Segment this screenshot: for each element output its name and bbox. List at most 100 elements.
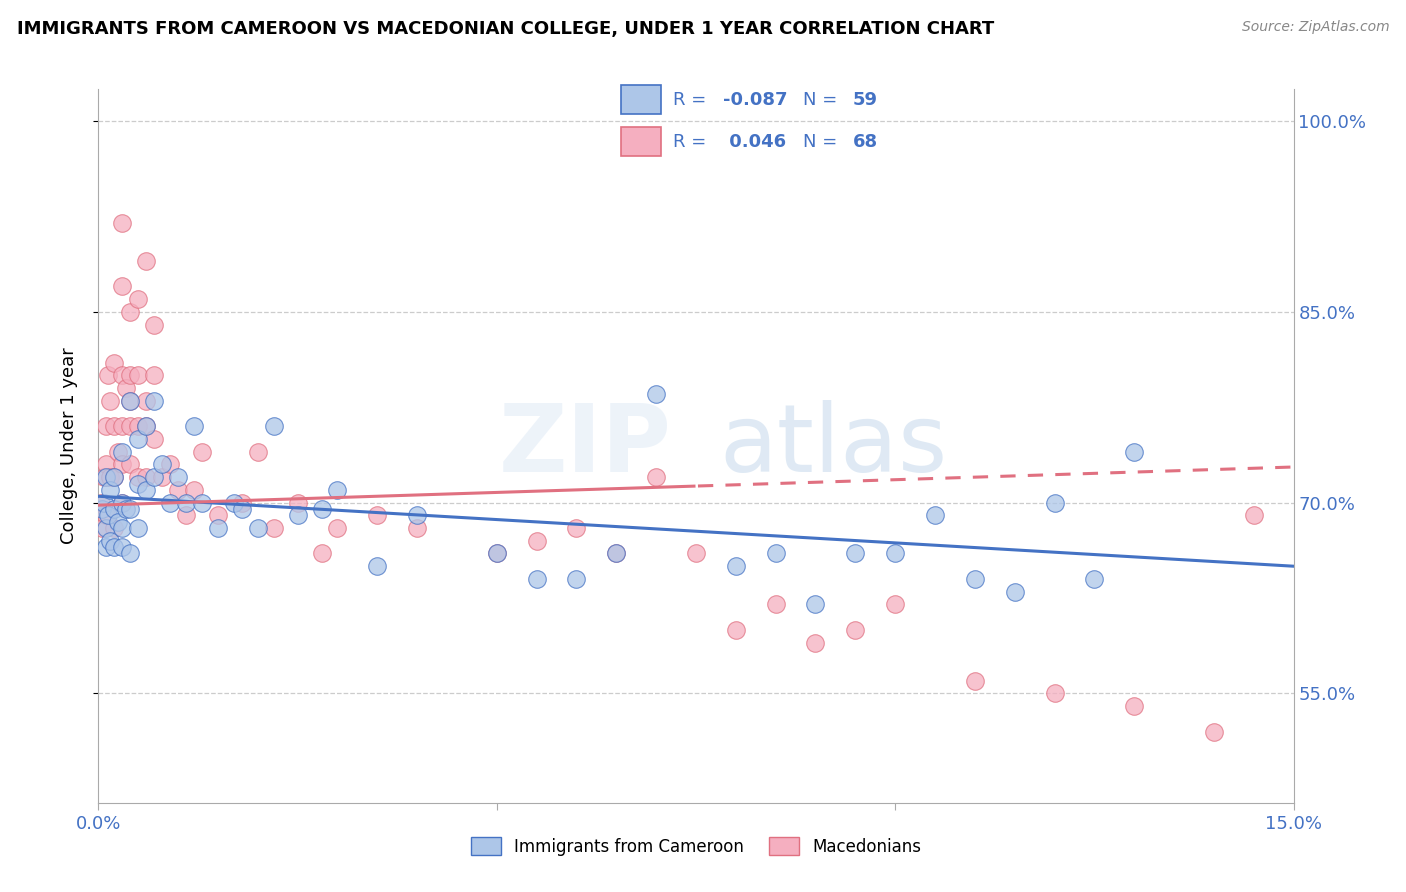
Legend: Immigrants from Cameroon, Macedonians: Immigrants from Cameroon, Macedonians <box>464 830 928 863</box>
Text: 0.046: 0.046 <box>723 133 786 151</box>
Point <box>844 623 866 637</box>
Text: ZIP: ZIP <box>499 400 672 492</box>
Text: atlas: atlas <box>720 400 948 492</box>
Point <box>120 458 142 472</box>
Point <box>127 470 149 484</box>
Point <box>103 470 125 484</box>
Point <box>111 419 134 434</box>
Point <box>963 572 986 586</box>
Point <box>765 598 787 612</box>
Point <box>103 540 125 554</box>
Point <box>98 470 122 484</box>
Point <box>143 470 166 484</box>
Point <box>645 470 668 484</box>
Point <box>1004 584 1026 599</box>
Point <box>287 508 309 523</box>
Point <box>96 508 118 523</box>
Point <box>150 470 173 484</box>
Point <box>98 393 122 408</box>
Text: R =: R = <box>673 91 713 109</box>
Point <box>98 483 122 497</box>
Point <box>120 368 142 383</box>
Point <box>183 419 205 434</box>
Point <box>724 623 747 637</box>
Point <box>222 495 245 509</box>
Text: N =: N = <box>803 91 844 109</box>
Point <box>1243 508 1265 523</box>
Point <box>246 521 269 535</box>
Point <box>107 444 129 458</box>
Point <box>326 483 349 497</box>
Point <box>98 533 122 548</box>
Point <box>1123 699 1146 714</box>
Point <box>93 495 115 509</box>
Text: 68: 68 <box>853 133 877 151</box>
Point <box>93 470 115 484</box>
Point <box>127 432 149 446</box>
Bar <box>621 127 661 156</box>
Point <box>924 508 946 523</box>
Point <box>96 458 118 472</box>
Point <box>97 368 120 383</box>
Point <box>127 419 149 434</box>
Point <box>120 502 142 516</box>
Point <box>191 444 214 458</box>
Text: 59: 59 <box>853 91 877 109</box>
Point <box>127 292 149 306</box>
Point <box>103 419 125 434</box>
Point <box>97 508 120 523</box>
Point <box>231 495 253 509</box>
Text: N =: N = <box>803 133 844 151</box>
Point <box>183 483 205 497</box>
Text: -0.087: -0.087 <box>723 91 787 109</box>
Point <box>804 598 827 612</box>
Bar <box>621 85 661 114</box>
Point <box>685 546 707 560</box>
Point <box>605 546 627 560</box>
Point <box>96 521 118 535</box>
Point <box>135 254 157 268</box>
Point <box>103 470 125 484</box>
Point <box>287 495 309 509</box>
Point <box>565 521 588 535</box>
Point <box>263 521 285 535</box>
Point <box>1202 724 1225 739</box>
Point <box>127 521 149 535</box>
Point <box>724 559 747 574</box>
Point <box>246 444 269 458</box>
Point <box>91 521 114 535</box>
Point <box>207 508 229 523</box>
Point <box>765 546 787 560</box>
Point <box>103 356 125 370</box>
Text: Source: ZipAtlas.com: Source: ZipAtlas.com <box>1241 20 1389 34</box>
Point <box>103 521 125 535</box>
Text: IMMIGRANTS FROM CAMEROON VS MACEDONIAN COLLEGE, UNDER 1 YEAR CORRELATION CHART: IMMIGRANTS FROM CAMEROON VS MACEDONIAN C… <box>17 20 994 37</box>
Point <box>143 318 166 332</box>
Point <box>174 495 197 509</box>
Point <box>1123 444 1146 458</box>
Point <box>645 387 668 401</box>
Point <box>605 546 627 560</box>
Point <box>485 546 508 560</box>
Point <box>143 368 166 383</box>
Point <box>96 540 118 554</box>
Point <box>406 521 429 535</box>
Point <box>115 502 138 516</box>
Point <box>1043 686 1066 700</box>
Point <box>96 419 118 434</box>
Point <box>103 502 125 516</box>
Point <box>120 393 142 408</box>
Point <box>127 476 149 491</box>
Point <box>111 279 134 293</box>
Point <box>406 508 429 523</box>
Point <box>135 393 157 408</box>
Point <box>963 673 986 688</box>
Point <box>366 508 388 523</box>
Point <box>127 368 149 383</box>
Point <box>565 572 588 586</box>
Point <box>135 470 157 484</box>
Point <box>111 458 134 472</box>
Point <box>263 419 285 434</box>
Point <box>143 432 166 446</box>
Point <box>96 470 118 484</box>
